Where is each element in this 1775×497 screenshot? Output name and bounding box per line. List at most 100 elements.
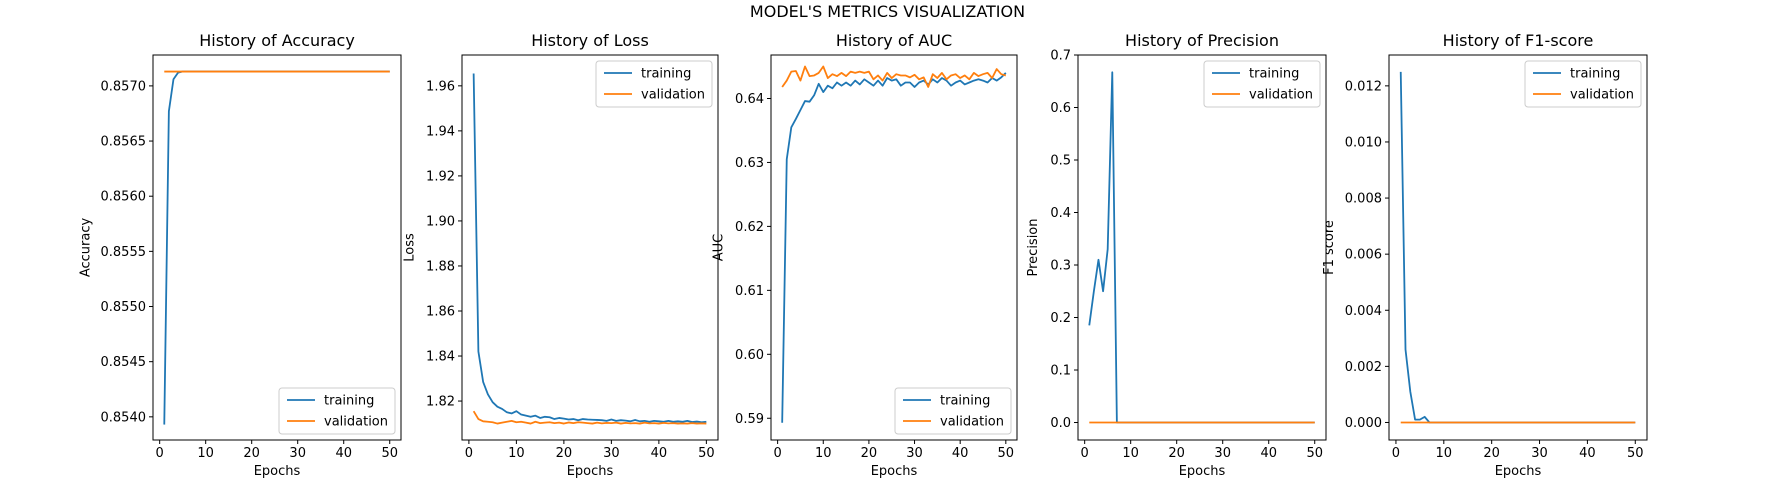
x-tick-label: 40 xyxy=(1260,446,1277,461)
y-tick-label: 0.61 xyxy=(735,284,764,299)
y-tick-label: 0.60 xyxy=(735,348,764,363)
x-tick-label: 30 xyxy=(1214,446,1231,461)
y-tick-label: 0.8560 xyxy=(101,190,147,205)
x-axis-label: Epochs xyxy=(1179,464,1226,479)
y-tick-label: 0.8545 xyxy=(101,355,147,370)
y-tick-label: 0.63 xyxy=(735,156,764,171)
y-tick-label: 0.2 xyxy=(1050,311,1071,326)
series-line-training xyxy=(163,70,390,425)
x-tick-label: 10 xyxy=(1436,446,1453,461)
x-tick-label: 0 xyxy=(1081,446,1089,461)
chart-accuracy: 0 10 20 30 40 50 0.8540 0.8545 0.8550 0.8555 0.856… xyxy=(78,31,402,479)
x-axis-label: Epochs xyxy=(871,464,918,479)
legend-label-validation: validation xyxy=(324,415,388,430)
y-tick-label: 0.004 xyxy=(1345,304,1382,319)
chart-title: History of AUC xyxy=(836,31,952,50)
y-tick-label: 1.84 xyxy=(426,350,455,365)
x-tick-label: 50 xyxy=(698,446,715,461)
x-tick-label: 10 xyxy=(1122,446,1139,461)
y-tick-label: 1.96 xyxy=(426,79,455,94)
chart-loss: 0 10 20 30 40 50 1.82 1.84 1.86 1.88 1.90 1.92 1.94 1… xyxy=(403,31,719,479)
series-line-validation xyxy=(781,65,1007,88)
chart-f1-score: 0 10 20 30 40 50 0.000 0.002 0.004 0.006 0.008 0.01… xyxy=(1322,31,1648,479)
legend: training validation xyxy=(1524,60,1642,108)
y-tick-label: 0.002 xyxy=(1345,360,1382,375)
y-tick-label: 0.4 xyxy=(1050,206,1071,221)
x-tick-label: 30 xyxy=(906,446,923,461)
legend-label-training: training xyxy=(1249,67,1299,82)
x-tick-label: 0 xyxy=(773,446,781,461)
y-tick-label: 0.64 xyxy=(735,92,764,107)
x-tick-label: 50 xyxy=(381,446,398,461)
axes-frame xyxy=(152,54,402,441)
chart-precision: 0 10 20 30 40 50 0.0 0.1 0.2 0.3 0.4 0.5 0.6 0.7 Histo… xyxy=(1026,31,1327,479)
y-tick-label: 0.008 xyxy=(1345,192,1382,207)
y-tick-label: 0.6 xyxy=(1050,101,1071,116)
x-tick-label: 50 xyxy=(1306,446,1323,461)
y-axis-label: Precision xyxy=(1026,218,1041,276)
y-tick-label: 0.000 xyxy=(1345,416,1382,431)
legend-label-training: training xyxy=(641,67,691,82)
y-tick-label: 0.3 xyxy=(1050,259,1071,274)
x-tick-label: 30 xyxy=(603,446,620,461)
series-line-validation xyxy=(472,410,707,425)
series-line-training xyxy=(472,73,707,424)
chart-auc: 0 10 20 30 40 50 0.59 0.60 0.61 0.62 0.63 0.64 Histo… xyxy=(712,31,1018,479)
y-tick-label: 0.006 xyxy=(1345,248,1382,263)
legend-label-validation: validation xyxy=(641,88,705,103)
x-tick-label: 20 xyxy=(1483,446,1500,461)
y-tick-label: 1.86 xyxy=(426,304,455,319)
y-tick-label: 0.8540 xyxy=(101,410,147,425)
x-tick-label: 20 xyxy=(556,446,573,461)
legend-label-validation: validation xyxy=(1570,88,1634,103)
y-tick-label: 0.5 xyxy=(1050,154,1071,169)
x-tick-label: 50 xyxy=(998,446,1015,461)
x-tick-label: 20 xyxy=(861,446,878,461)
x-tick-label: 40 xyxy=(651,446,668,461)
y-tick-label: 1.90 xyxy=(426,214,455,229)
legend: training validation xyxy=(1203,60,1321,108)
y-axis-label: Loss xyxy=(403,233,418,262)
x-axis-label: Epochs xyxy=(254,464,301,479)
axes-frame xyxy=(1388,54,1648,441)
x-tick-label: 30 xyxy=(1531,446,1548,461)
legend-label-validation: validation xyxy=(1249,88,1313,103)
y-axis-label: Accuracy xyxy=(78,218,93,278)
y-axis-label: AUC xyxy=(712,234,727,262)
chart-title: History of Accuracy xyxy=(199,31,355,50)
y-tick-label: 0.012 xyxy=(1345,79,1382,94)
legend: training validation xyxy=(278,387,396,435)
y-tick-label: 0.59 xyxy=(735,412,764,427)
series-line-training xyxy=(1399,71,1636,424)
x-tick-label: 40 xyxy=(952,446,969,461)
y-tick-label: 0.010 xyxy=(1345,135,1382,150)
chart-title: History of F1-score xyxy=(1443,31,1594,50)
figure-suptitle: MODEL'S METRICS VISUALIZATION xyxy=(749,2,1026,21)
y-tick-label: 0.8570 xyxy=(101,79,147,94)
x-tick-label: 10 xyxy=(197,446,214,461)
series-line-training xyxy=(1088,71,1315,424)
y-tick-label: 1.82 xyxy=(426,395,455,410)
legend: training validation xyxy=(595,60,713,108)
y-tick-label: 0.1 xyxy=(1050,364,1071,379)
y-tick-label: 0.8555 xyxy=(101,245,147,260)
x-axis-label: Epochs xyxy=(567,464,614,479)
legend-label-training: training xyxy=(324,394,374,409)
y-tick-label: 0.8550 xyxy=(101,300,147,315)
y-axis-label: F1 score xyxy=(1322,220,1337,275)
x-tick-label: 20 xyxy=(243,446,260,461)
x-tick-label: 10 xyxy=(815,446,832,461)
x-tick-label: 0 xyxy=(465,446,473,461)
axes-frame xyxy=(1077,54,1327,441)
chart-title: History of Loss xyxy=(531,31,649,50)
axes-frame xyxy=(770,54,1018,441)
legend: training validation xyxy=(894,387,1012,435)
x-tick-label: 20 xyxy=(1168,446,1185,461)
x-tick-label: 10 xyxy=(508,446,525,461)
x-tick-label: 40 xyxy=(335,446,352,461)
x-axis-label: Epochs xyxy=(1495,464,1542,479)
x-tick-label: 40 xyxy=(1579,446,1596,461)
x-tick-label: 30 xyxy=(289,446,306,461)
